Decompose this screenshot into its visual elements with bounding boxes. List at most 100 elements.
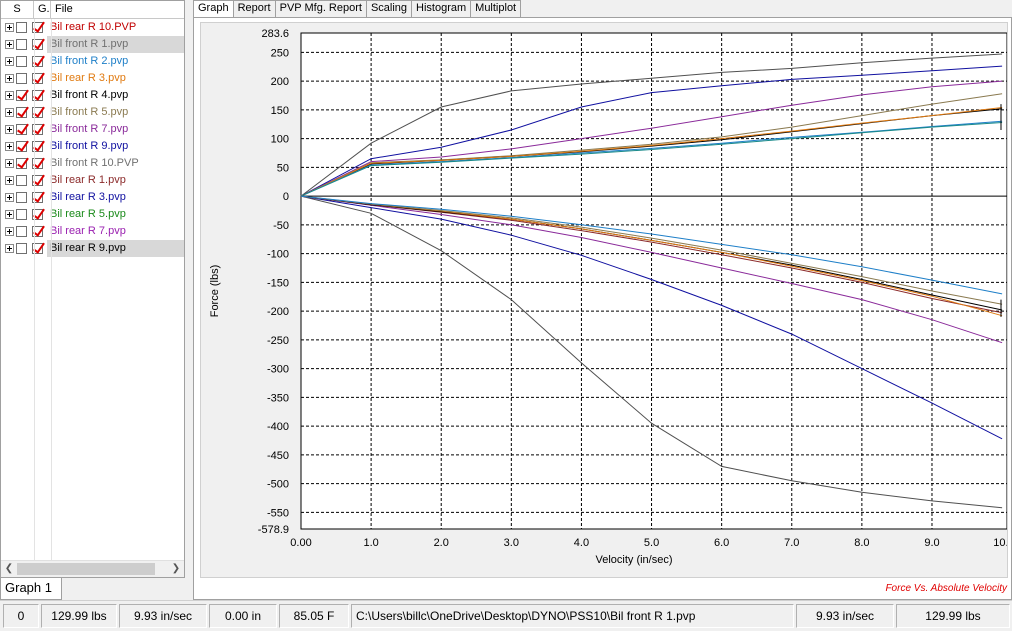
graph-checkbox[interactable] [32, 107, 43, 118]
expand-icon[interactable] [5, 91, 14, 100]
select-checkbox[interactable] [16, 209, 27, 220]
x-tick-label: 4.0 [574, 537, 589, 549]
graph-checkbox[interactable] [32, 90, 43, 101]
file-name[interactable]: Bil rear R 3.pvp [50, 72, 126, 84]
x-tick-label: 5.0 [644, 537, 659, 549]
x-tick-label: 0.00 [290, 537, 311, 549]
tab-scaling[interactable]: Scaling [365, 0, 413, 17]
graph-checkbox[interactable] [32, 192, 43, 203]
file-name[interactable]: Bil front R 7.pvp [50, 123, 129, 135]
expand-icon[interactable] [5, 142, 14, 151]
file-name[interactable]: Bil front R 9.pvp [50, 140, 129, 152]
select-checkbox[interactable] [16, 226, 27, 237]
graph-checkbox[interactable] [32, 226, 43, 237]
file-list: Bil rear R 10.PVP Bil front R 1.pvp Bil fr… [1, 19, 184, 257]
file-name[interactable]: Bil rear R 1.pvp [50, 174, 126, 186]
select-checkbox[interactable] [16, 158, 27, 169]
expand-icon[interactable] [5, 74, 14, 83]
expand-icon[interactable] [5, 125, 14, 134]
y-tick-label: -150 [267, 277, 289, 289]
expand-icon[interactable] [5, 23, 14, 32]
file-row[interactable]: Bil front R 7.pvp [1, 121, 184, 138]
graph-checkbox[interactable] [32, 209, 43, 220]
graph-checkbox[interactable] [32, 158, 43, 169]
y-tick-label: -300 [267, 364, 289, 376]
scrollbar-thumb[interactable] [17, 563, 155, 575]
graph-checkbox[interactable] [32, 141, 43, 152]
x-axis-label: Velocity (in/sec) [595, 554, 672, 566]
select-checkbox[interactable] [16, 90, 27, 101]
graph-checkbox[interactable] [32, 56, 43, 67]
graph-checkbox[interactable] [32, 243, 43, 254]
file-row[interactable]: Bil rear R 3.pvp [1, 189, 184, 206]
graph-checkbox[interactable] [32, 22, 43, 33]
graph-checkbox[interactable] [32, 73, 43, 84]
file-name[interactable]: Bil front R 4.pvp [50, 89, 129, 101]
expand-icon[interactable] [5, 244, 14, 253]
file-row[interactable]: Bil front R 2.pvp [1, 53, 184, 70]
expand-icon[interactable] [5, 108, 14, 117]
expand-icon[interactable] [5, 159, 14, 168]
tab-histogram[interactable]: Histogram [411, 0, 472, 17]
file-row[interactable]: Bil rear R 5.pvp [1, 206, 184, 223]
select-checkbox[interactable] [16, 175, 27, 186]
tab-report[interactable]: Report [232, 0, 276, 17]
series-line-1 [300, 53, 1003, 197]
file-name[interactable]: Bil front R 5.pvp [50, 106, 129, 118]
file-row[interactable]: Bil rear R 1.pvp [1, 172, 184, 189]
graph-checkbox[interactable] [32, 175, 43, 186]
tab-multiplot[interactable]: Multiplot [470, 0, 522, 17]
select-checkbox[interactable] [16, 73, 27, 84]
expand-icon[interactable] [5, 210, 14, 219]
file-row[interactable]: Bil rear R 10.PVP [1, 19, 184, 36]
column-divider [34, 19, 35, 560]
file-name[interactable]: Bil rear R 3.pvp [50, 191, 126, 203]
status-velocity-2: 9.93 in/sec [796, 604, 894, 628]
column-header-g[interactable]: G. [34, 1, 51, 18]
series-line-15 [300, 195, 1003, 305]
select-checkbox[interactable] [16, 124, 27, 135]
file-name[interactable]: Bil rear R 10.PVP [50, 21, 137, 33]
scroll-right-icon[interactable]: ❯ [171, 563, 181, 574]
column-divider [51, 19, 52, 560]
file-row[interactable]: Bil front R 5.pvp [1, 104, 184, 121]
file-row[interactable]: Bil rear R 3.pvp [1, 70, 184, 87]
select-checkbox[interactable] [16, 22, 27, 33]
x-tick-label: 7.0 [784, 537, 799, 549]
force-velocity-chart[interactable]: 0.00 1.0 2.0 3.0 4.0 5.0 6.0 7.0 8.0 9.0 10.07 283.… [201, 23, 1007, 577]
file-name[interactable]: Bil front R 10.PVP [50, 157, 139, 169]
expand-icon[interactable] [5, 40, 14, 49]
select-checkbox[interactable] [16, 243, 27, 254]
file-row[interactable]: Bil front R 4.pvp [1, 87, 184, 104]
file-name[interactable]: Bil front R 2.pvp [50, 55, 129, 67]
expand-icon[interactable] [5, 227, 14, 236]
x-tick-label: 9.0 [924, 537, 939, 549]
file-name[interactable]: Bil front R 1.pvp [47, 36, 184, 53]
graph-checkbox[interactable] [32, 39, 43, 50]
file-name[interactable]: Bil rear R 7.pvp [50, 225, 126, 237]
file-row[interactable]: Bil front R 1.pvp [1, 36, 184, 53]
file-row[interactable]: Bil front R 10.PVP [1, 155, 184, 172]
select-checkbox[interactable] [16, 39, 27, 50]
select-checkbox[interactable] [16, 141, 27, 152]
column-header-file[interactable]: File [55, 3, 73, 15]
file-name[interactable]: Bil rear R 5.pvp [50, 208, 126, 220]
horizontal-scrollbar[interactable]: ❮ ❯ [1, 560, 184, 577]
scroll-left-icon[interactable]: ❮ [4, 563, 14, 574]
tab-pvp-mfg-report[interactable]: PVP Mfg. Report [274, 0, 367, 17]
column-header-s[interactable]: S [1, 1, 34, 18]
graph-checkbox[interactable] [32, 124, 43, 135]
expand-icon[interactable] [5, 57, 14, 66]
expand-icon[interactable] [5, 193, 14, 202]
select-checkbox[interactable] [16, 192, 27, 203]
file-row[interactable]: Bil rear R 9.pvp [1, 240, 184, 257]
file-name[interactable]: Bil rear R 9.pvp [47, 240, 184, 257]
select-checkbox[interactable] [16, 107, 27, 118]
select-checkbox[interactable] [16, 56, 27, 67]
tab-graph-1[interactable]: Graph 1 [0, 578, 62, 600]
file-row[interactable]: Bil front R 9.pvp [1, 138, 184, 155]
series-line-11 [300, 195, 1003, 344]
tab-graph[interactable]: Graph [193, 0, 234, 18]
file-row[interactable]: Bil rear R 7.pvp [1, 223, 184, 240]
expand-icon[interactable] [5, 176, 14, 185]
